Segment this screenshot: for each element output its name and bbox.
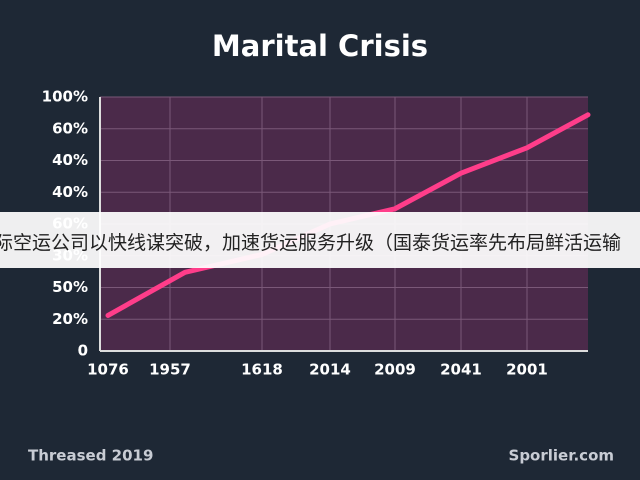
y-tick-label: 50% (52, 278, 88, 296)
y-tick-label: 40% (52, 151, 88, 169)
x-tick-label: 2001 (506, 361, 548, 379)
footer-right: Sporlier.com (509, 447, 614, 465)
x-tick-label: 1076 (87, 361, 129, 379)
y-tick-label: 60% (52, 119, 88, 137)
x-tick-label: 2009 (374, 361, 416, 379)
banner-text: 际空运公司以快线谋突破，加速货运服务升级（国泰货运率先布局鲜活运输 (0, 232, 622, 254)
y-tick-label: 40% (52, 183, 88, 201)
y-tick-label: 0 (78, 342, 88, 360)
chart-title: Marital Crisis (212, 29, 428, 63)
footer-left: Threased 2019 (28, 447, 153, 465)
y-tick-label: 100% (42, 88, 88, 106)
y-tick-label: 20% (52, 310, 88, 328)
x-tick-label: 2014 (309, 361, 351, 379)
x-tick-label: 2041 (440, 361, 482, 379)
x-tick-label: 1957 (149, 361, 191, 379)
banner: 际空运公司以快线谋突破，加速货运服务升级（国泰货运率先布局鲜活运输 (0, 212, 640, 268)
x-tick-label: 1618 (241, 361, 283, 379)
